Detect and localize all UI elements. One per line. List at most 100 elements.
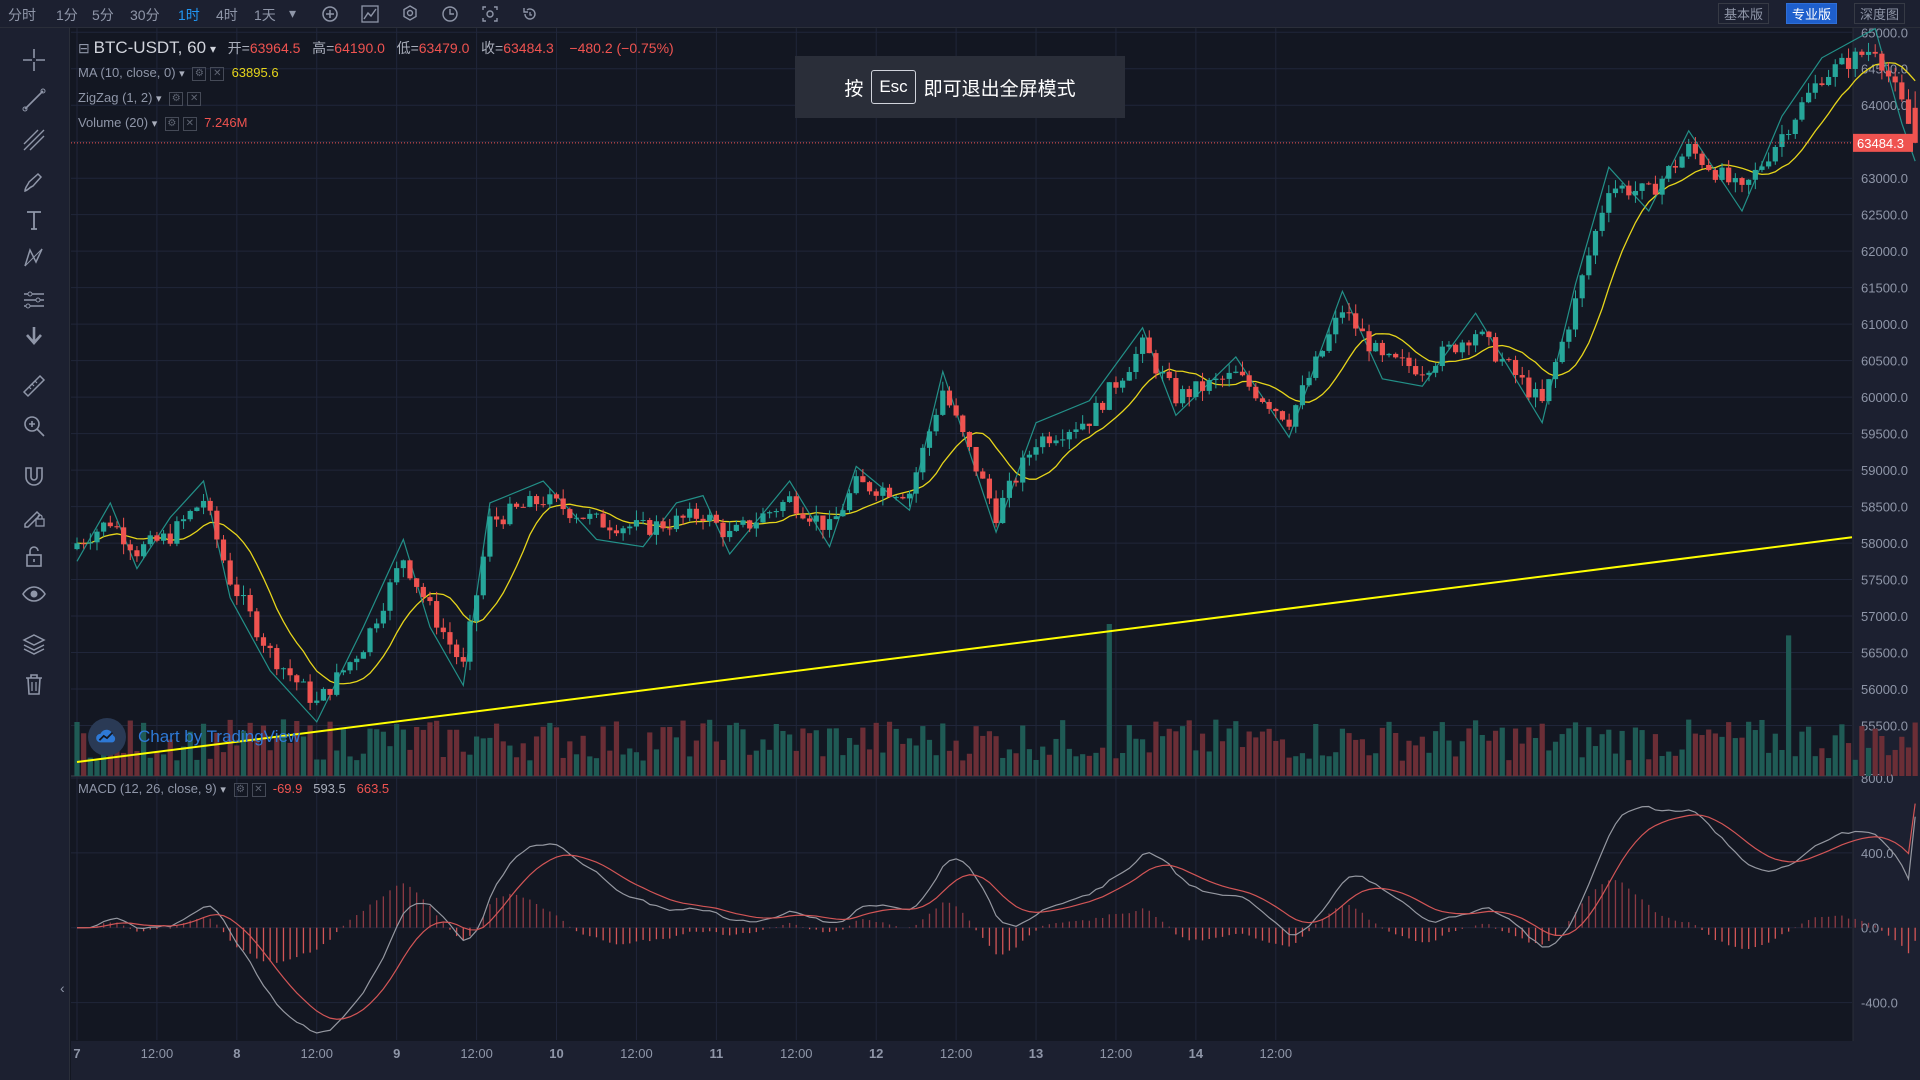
candle-body[interactable]: [454, 644, 460, 658]
candle-body[interactable]: [1040, 436, 1046, 448]
candle-body[interactable]: [966, 432, 973, 447]
candle-body[interactable]: [1532, 388, 1539, 398]
candle-body[interactable]: [1193, 381, 1199, 398]
candle-body[interactable]: [1499, 359, 1505, 362]
candle-body[interactable]: [467, 621, 473, 662]
candle-body[interactable]: [1379, 342, 1385, 356]
ruler-icon[interactable]: [20, 372, 48, 400]
candle-body[interactable]: [1859, 51, 1865, 55]
candle-body[interactable]: [1153, 353, 1159, 374]
candle-body[interactable]: [1146, 337, 1152, 354]
candle-body[interactable]: [1679, 156, 1685, 168]
candle-body[interactable]: [160, 533, 167, 541]
candle-body[interactable]: [846, 493, 853, 511]
candle-body[interactable]: [1506, 359, 1512, 361]
candle-body[interactable]: [800, 513, 806, 519]
symbol-label[interactable]: BTC-USDT, 60: [93, 38, 207, 57]
candle-body[interactable]: [114, 526, 120, 528]
candle-body[interactable]: [101, 522, 107, 532]
candle-body[interactable]: [906, 493, 913, 499]
macd-legend[interactable]: MACD (12, 26, close, 9) ▾ ⚙ ✕ -69.9 593.5…: [78, 781, 389, 797]
candle-body[interactable]: [1159, 371, 1166, 374]
candle-body[interactable]: [1273, 408, 1279, 412]
candle-body[interactable]: [740, 520, 746, 525]
candle-body[interactable]: [1219, 378, 1226, 380]
zigzag-legend[interactable]: ZigZag (1, 2) ▾ ⚙ ✕: [78, 90, 202, 106]
candle-body[interactable]: [214, 510, 220, 540]
candle-body[interactable]: [407, 560, 413, 579]
candle-body[interactable]: [1892, 76, 1898, 83]
trend-line[interactable]: [76, 536, 1853, 763]
candle-body[interactable]: [1799, 102, 1805, 120]
candle-body[interactable]: [1706, 164, 1712, 171]
view-button-1[interactable]: 专业版: [1786, 3, 1838, 24]
macd-label[interactable]: MACD (12, 26, close, 9): [78, 781, 217, 796]
candle-body[interactable]: [334, 672, 340, 695]
candle-body[interactable]: [147, 535, 153, 545]
volume-close-icon[interactable]: ✕: [182, 116, 197, 131]
candle-body[interactable]: [1552, 362, 1559, 380]
candle-body[interactable]: [567, 509, 573, 519]
candle-body[interactable]: [474, 595, 480, 622]
candle-body[interactable]: [1606, 193, 1612, 213]
candle-body[interactable]: [1786, 134, 1792, 136]
candle-body[interactable]: [427, 597, 433, 602]
candle-body[interactable]: [1339, 312, 1345, 318]
candle-body[interactable]: [1066, 432, 1072, 440]
timeframe-5[interactable]: 4时: [216, 7, 238, 23]
candle-body[interactable]: [1086, 423, 1092, 426]
candle-body[interactable]: [1213, 378, 1219, 381]
candle-body[interactable]: [174, 521, 180, 544]
candle-body[interactable]: [607, 527, 613, 531]
candle-body[interactable]: [1746, 179, 1752, 185]
candle-body[interactable]: [1226, 372, 1232, 379]
candle-body[interactable]: [1546, 379, 1552, 402]
prediction-icon[interactable]: [20, 286, 48, 314]
candle-body[interactable]: [1872, 51, 1878, 54]
candle-body[interactable]: [1592, 230, 1599, 256]
candle-body[interactable]: [1259, 398, 1266, 403]
candle-body[interactable]: [460, 657, 466, 662]
candle-body[interactable]: [1166, 371, 1172, 379]
candle-body[interactable]: [254, 611, 260, 638]
candle-body[interactable]: [1093, 402, 1099, 426]
candle-body[interactable]: [747, 520, 753, 529]
candle-body[interactable]: [1473, 334, 1479, 346]
candle-body[interactable]: [1000, 497, 1006, 524]
candle-body[interactable]: [1126, 372, 1132, 381]
candle-body[interactable]: [267, 645, 273, 649]
candle-body[interactable]: [121, 527, 127, 545]
candle-body[interactable]: [1319, 350, 1326, 357]
candle-body[interactable]: [487, 516, 493, 557]
candle-body[interactable]: [387, 582, 393, 611]
zigzag-close-icon[interactable]: ✕: [187, 91, 202, 106]
trend-line-icon[interactable]: [20, 86, 48, 114]
candle-body[interactable]: [1519, 375, 1525, 378]
candle-body[interactable]: [540, 504, 546, 506]
candle-body[interactable]: [1619, 185, 1625, 189]
volume-dropdown-icon[interactable]: ▾: [151, 118, 158, 130]
candle-body[interactable]: [1179, 389, 1186, 404]
candle-body[interactable]: [107, 522, 113, 527]
candle-body[interactable]: [933, 414, 939, 432]
candle-body[interactable]: [1539, 388, 1545, 402]
candle-body[interactable]: [1333, 317, 1339, 335]
candle-body[interactable]: [1719, 167, 1725, 180]
candle-body[interactable]: [480, 556, 486, 596]
candle-body[interactable]: [600, 513, 606, 528]
timeframe-4[interactable]: 1时: [178, 7, 200, 23]
candle-body[interactable]: [1572, 298, 1579, 330]
candle-body[interactable]: [986, 478, 993, 499]
candle-body[interactable]: [793, 496, 799, 514]
view-button-0[interactable]: 基本版: [1718, 3, 1770, 24]
candle-body[interactable]: [1346, 312, 1352, 314]
candle-body[interactable]: [727, 530, 733, 538]
candle-body[interactable]: [154, 535, 160, 541]
eye-icon[interactable]: [20, 580, 48, 608]
macd-dropdown-icon[interactable]: ▾: [220, 784, 226, 796]
candle-body[interactable]: [167, 533, 173, 544]
candle-body[interactable]: [1639, 183, 1645, 191]
watermark-text[interactable]: Chart by TradingView: [138, 727, 301, 746]
candle-body[interactable]: [74, 543, 80, 550]
candle-body[interactable]: [920, 447, 926, 473]
